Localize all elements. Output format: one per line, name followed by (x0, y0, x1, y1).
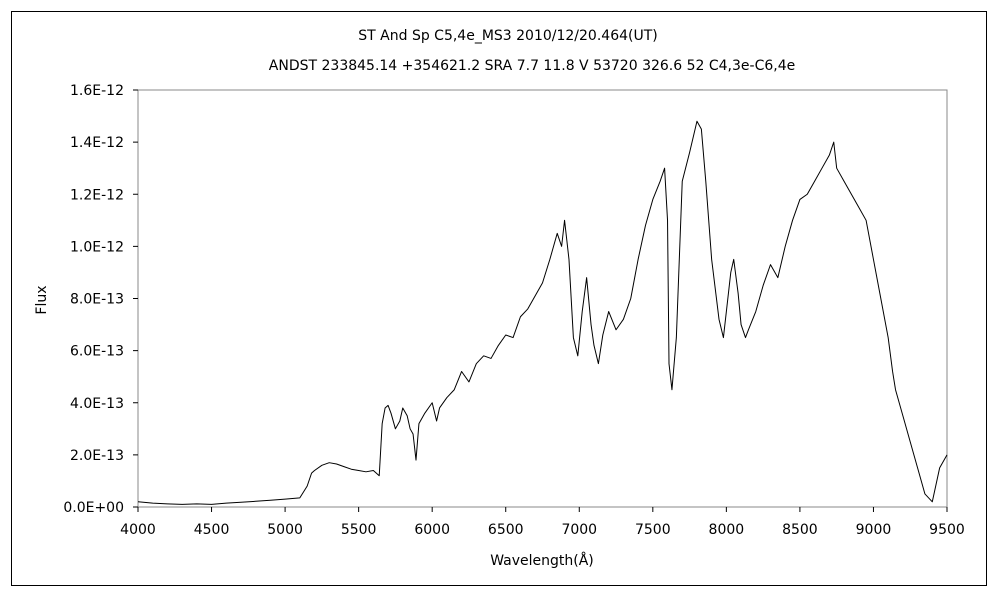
x-tick-label: 7000 (561, 522, 597, 538)
y-tick-label: 1.0E-12 (70, 239, 124, 255)
x-tick-label: 5000 (267, 522, 303, 538)
x-tick-label: 4500 (194, 522, 230, 538)
y-tick-label: 1.4E-12 (70, 135, 124, 151)
x-tick-label: 6000 (414, 522, 450, 538)
x-tick-label: 8500 (782, 522, 818, 538)
x-tick-label: 9500 (929, 522, 965, 538)
chart-frame: ST And Sp C5,4e_MS3 2010/12/20.464(UT) A… (11, 11, 987, 586)
chart-subtitle: ANDST 233845.14 +354621.2 SRA 7.7 11.8 V… (269, 58, 795, 74)
x-tick-label: 9000 (856, 522, 892, 538)
plot-area (137, 89, 948, 508)
chart-title: ST And Sp C5,4e_MS3 2010/12/20.464(UT) (358, 28, 657, 44)
x-tick-label: 6500 (488, 522, 524, 538)
y-axis-label: Flux (34, 285, 50, 314)
y-tick-label: 0.0E+00 (63, 500, 124, 516)
spectrum-line-series-0 (137, 120, 948, 505)
y-tick-label: 2.0E-13 (70, 448, 124, 464)
x-axis-ticks: 4000 4500 5000 5500 6000 6500 7000 7500 8000 8500… (120, 507, 965, 538)
y-tick-label: 4.0E-13 (70, 396, 124, 412)
y-tick-label: 1.2E-12 (70, 187, 124, 203)
x-tick-label: 8000 (709, 522, 745, 538)
x-tick-label: 4000 (120, 522, 156, 538)
y-tick-label: 1.6E-12 (70, 83, 124, 99)
chart-svg: ST And Sp C5,4e_MS3 2010/12/20.464(UT) A… (34, 28, 965, 569)
y-tick-label: 6.0E-13 (70, 344, 124, 360)
x-tick-label: 5500 (341, 522, 377, 538)
y-tick-label: 8.0E-13 (70, 292, 124, 308)
x-tick-label: 7500 (635, 522, 671, 538)
series-layer (137, 120, 948, 505)
x-axis-label: Wavelength(Å) (490, 552, 594, 569)
y-axis-ticks: 0.0E+00 2.0E-13 4.0E-13 6.0E-13 8.0E-13 1.0E-… (63, 83, 138, 516)
